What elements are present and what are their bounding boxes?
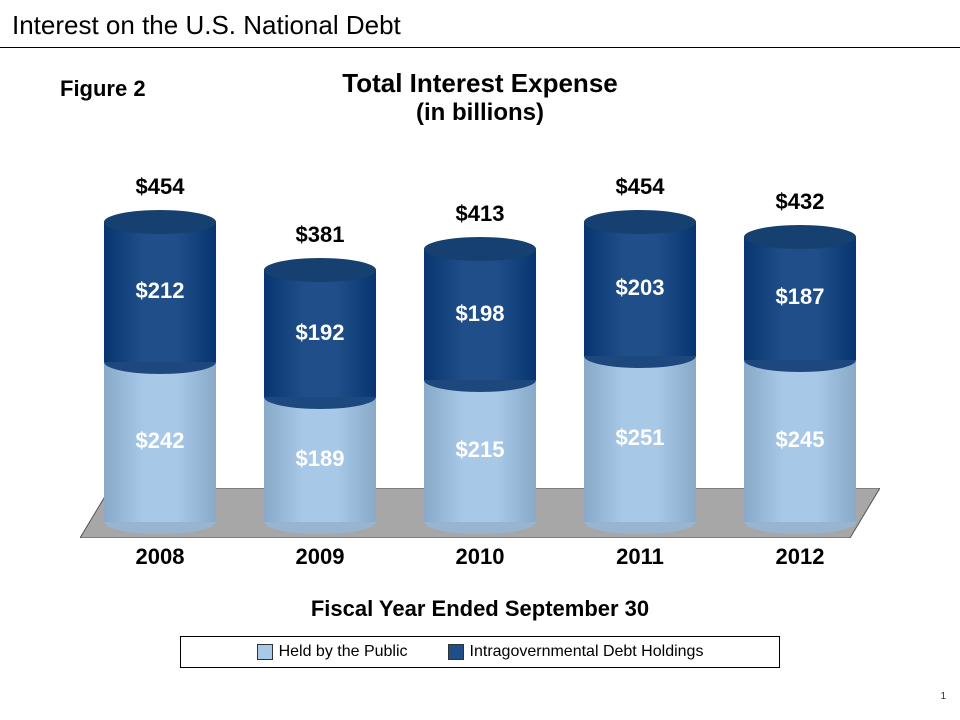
chart-region: $242 $212 $454 2008 $189 $192 $381 2009 $215 $198…: [80, 148, 880, 578]
total-label: $381: [264, 222, 376, 248]
chart-title: Total Interest Expense (in billions): [0, 68, 960, 128]
value-label-public: $242: [104, 428, 216, 454]
legend-label-public: Held by the Public: [279, 643, 408, 661]
category-label: 2012: [744, 544, 856, 570]
cylinder-top-cap: [584, 210, 696, 234]
value-label-public: $251: [584, 425, 696, 451]
total-label: $454: [584, 174, 696, 200]
category-label: 2009: [264, 544, 376, 570]
total-label: $454: [104, 174, 216, 200]
legend: Held by the Public Intragovernmental Deb…: [180, 636, 780, 668]
value-label-intragov: $203: [584, 275, 696, 301]
legend-item-public: Held by the Public: [257, 643, 408, 661]
cylinder-top-cap: [744, 225, 856, 249]
total-label: $413: [424, 201, 536, 227]
value-label-public: $189: [264, 446, 376, 472]
page-number: 1: [940, 691, 946, 702]
value-label-intragov: $187: [744, 284, 856, 310]
page-title: Interest on the U.S. National Debt: [0, 0, 960, 48]
legend-swatch-intragov: [448, 644, 464, 660]
x-axis-title: Fiscal Year Ended September 30: [0, 596, 960, 622]
cylinder-top-cap: [424, 237, 536, 261]
cylinder-group: $189$192$3812009: [264, 246, 376, 522]
legend-item-intragov: Intragovernmental Debt Holdings: [448, 643, 704, 661]
cylinder-group: $245$187$4322012: [744, 213, 856, 522]
category-label: 2011: [584, 544, 696, 570]
value-label-intragov: $192: [264, 320, 376, 346]
value-label-intragov: $212: [104, 278, 216, 304]
chart-title-line2: (in billions): [0, 99, 960, 128]
cylinder-group: $215$198$4132010: [424, 225, 536, 522]
cylinder-group: $242$212$4542008: [104, 198, 216, 522]
cylinder-group: $251$203$4542011: [584, 198, 696, 522]
category-label: 2008: [104, 544, 216, 570]
chart-title-line1: Total Interest Expense: [342, 68, 618, 98]
legend-swatch-public: [257, 644, 273, 660]
legend-label-intragov: Intragovernmental Debt Holdings: [470, 643, 704, 661]
value-label-intragov: $198: [424, 301, 536, 327]
value-label-public: $245: [744, 427, 856, 453]
category-label: 2010: [424, 544, 536, 570]
value-label-public: $215: [424, 437, 536, 463]
figure-area: Figure 2 Total Interest Expense (in bill…: [0, 48, 960, 708]
cylinder-top-cap: [104, 210, 216, 234]
total-label: $432: [744, 189, 856, 215]
